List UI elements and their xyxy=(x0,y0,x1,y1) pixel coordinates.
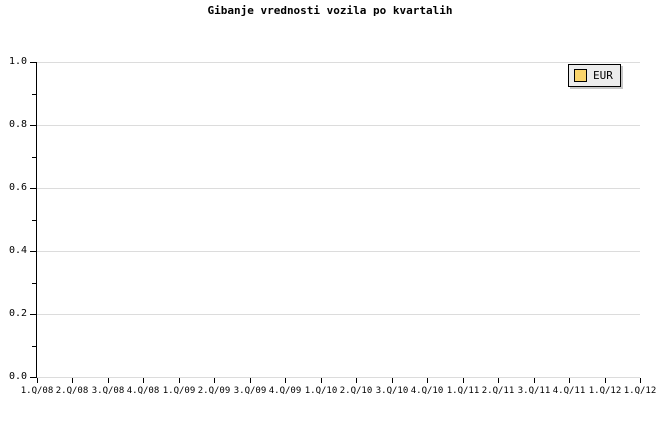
y-axis-tick-major xyxy=(30,188,36,189)
legend-label-eur: EUR xyxy=(593,68,613,82)
plot-area xyxy=(37,62,640,378)
chart-title: Gibanje vrednosti vozila po kvartalih xyxy=(207,4,453,17)
y-axis-tick-major xyxy=(30,125,36,126)
x-axis-tick-label: 1.Q/11 xyxy=(446,386,480,396)
gridline-y xyxy=(37,188,640,189)
y-axis-tick-label-text: 1.0 xyxy=(8,56,27,67)
gridline-y xyxy=(37,377,640,378)
x-axis-tick xyxy=(356,378,357,383)
x-axis-tick-label: 4.Q/11 xyxy=(552,386,586,396)
x-axis-tick xyxy=(321,378,322,383)
x-axis-tick xyxy=(143,378,144,383)
x-axis-tick xyxy=(569,378,570,383)
x-axis-tick xyxy=(72,378,73,383)
y-axis-tick-label-text: 0.2 xyxy=(8,308,27,319)
y-axis-tick-label-text: 0.6 xyxy=(8,182,27,193)
legend-swatch-eur xyxy=(574,69,587,82)
y-axis-tick-major xyxy=(30,62,36,63)
y-axis-line xyxy=(36,62,37,378)
y-axis-tick-minor xyxy=(32,282,36,284)
x-axis-tick-label: 3.Q/09 xyxy=(233,386,267,396)
x-axis-tick xyxy=(498,378,499,383)
x-axis-tick xyxy=(108,378,109,383)
y-axis-tick-major xyxy=(30,251,36,252)
x-axis-tick-label: 3.Q/08 xyxy=(91,386,125,396)
x-axis-tick-label: 1.Q/12 xyxy=(588,386,622,396)
gridline-y xyxy=(37,314,640,315)
x-axis-tick xyxy=(605,378,606,383)
x-axis-tick xyxy=(463,378,464,383)
x-axis-tick xyxy=(37,378,38,383)
series-layer xyxy=(37,62,640,377)
x-axis-tick-label: 1.Q/09 xyxy=(162,386,196,396)
x-axis-tick-label: 4.Q/10 xyxy=(410,386,444,396)
x-axis-tick xyxy=(179,378,180,383)
x-axis-tick-label: 4.Q/09 xyxy=(268,386,302,396)
gridline-y xyxy=(37,125,640,126)
x-axis-tick-label: 2.Q/11 xyxy=(481,386,515,396)
x-axis-tick-label: 4.Q/08 xyxy=(126,386,160,396)
x-axis-tick xyxy=(214,378,215,383)
y-axis-tick-minor xyxy=(32,93,36,95)
y-axis-tick-major xyxy=(30,314,36,315)
x-axis-tick xyxy=(534,378,535,383)
x-axis-tick-label: 1.Q/10 xyxy=(304,386,338,396)
y-axis-tick-minor xyxy=(32,345,36,347)
y-axis-tick-minor xyxy=(32,219,36,221)
gridline-y xyxy=(37,62,640,63)
y-axis-tick-label-text: 0.0 xyxy=(8,371,27,382)
y-axis-tick-label-text: 0.4 xyxy=(8,245,27,256)
x-axis-tick xyxy=(285,378,286,383)
x-axis-tick xyxy=(640,378,641,383)
x-axis-tick-label: 1.Q/08 xyxy=(20,386,54,396)
y-axis-tick-major xyxy=(30,377,36,378)
x-axis-tick-label: 2.Q/09 xyxy=(197,386,231,396)
x-axis-tick-label: 1.Q/12 xyxy=(623,386,657,396)
x-axis-tick xyxy=(427,378,428,383)
y-axis-tick-label-text: 0.8 xyxy=(8,119,27,130)
x-axis-tick-label: 3.Q/11 xyxy=(517,386,551,396)
x-axis-tick xyxy=(250,378,251,383)
chart-legend[interactable]: EUR xyxy=(568,64,621,87)
y-axis-tick-minor xyxy=(32,156,36,158)
x-axis-tick-label: 2.Q/08 xyxy=(55,386,89,396)
gridline-y xyxy=(37,251,640,252)
x-axis-tick xyxy=(392,378,393,383)
grid-layer xyxy=(37,62,640,378)
x-axis-tick-label: 3.Q/10 xyxy=(375,386,409,396)
x-axis-tick-label: 2.Q/10 xyxy=(339,386,373,396)
